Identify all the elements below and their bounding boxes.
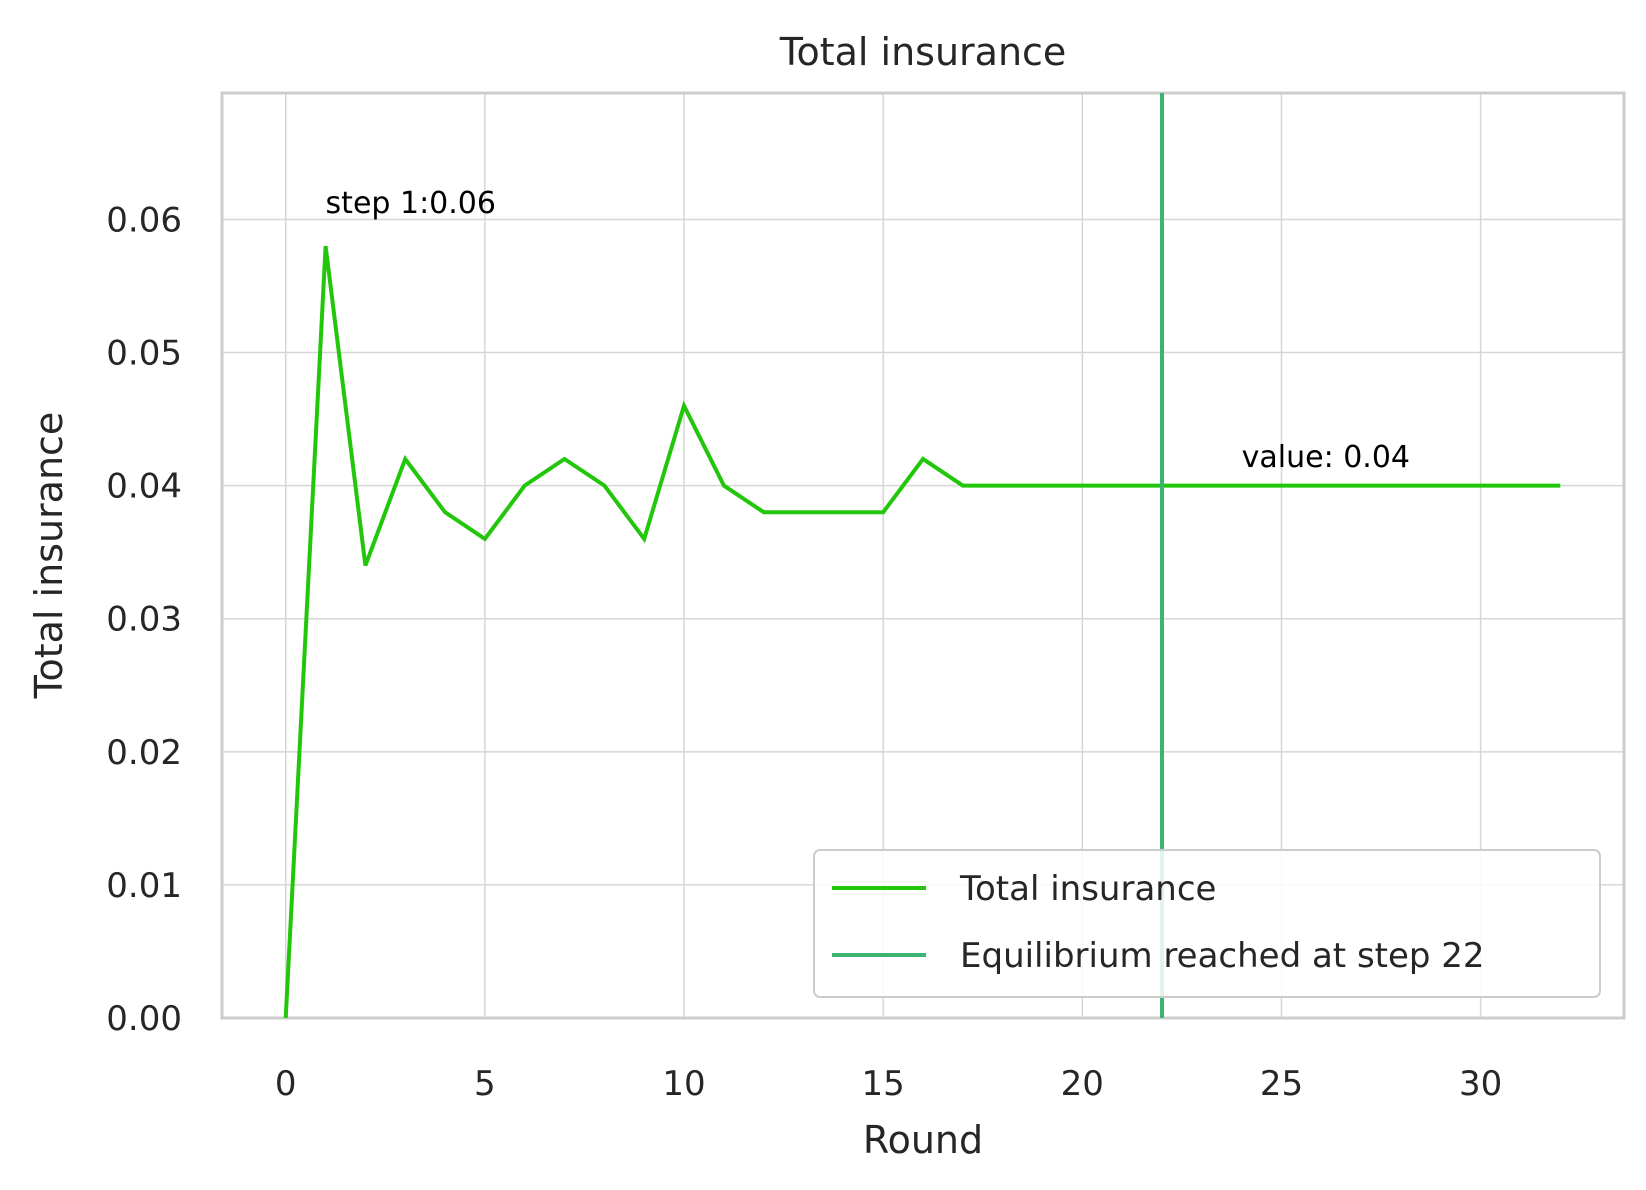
y-tick-labels: 0.00 0.01 0.02 0.03 0.04 0.05 0.06 [106,200,182,1039]
series-line-total-insurance [283,245,1561,1019]
annotation-label: step 1:0.06 [326,186,496,221]
y-tick-label: 0.00 [106,999,182,1039]
grid-lines [222,93,1624,1019]
x-axis-label: Round [863,1118,983,1162]
annotations: step 1:0.06 value: 0.04 [326,186,1410,475]
x-tick-label: 15 [862,1064,905,1104]
y-tick-label: 0.01 [106,866,182,906]
y-tick-label: 0.03 [106,600,182,640]
x-tick-label: 30 [1459,1064,1502,1104]
y-tick-label: 0.04 [106,467,182,507]
y-tick-label: 0.02 [106,733,182,773]
plot-frame [220,91,1626,1020]
x-tick-label: 5 [474,1064,496,1104]
y-tick-label: 0.06 [106,200,182,240]
x-tick-label: 25 [1260,1064,1303,1104]
x-tick-label: 20 [1061,1064,1104,1104]
x-tick-label: 0 [275,1064,297,1104]
y-axis-label: Total insurance [27,412,71,700]
legend-label-total-insurance: Total insurance [959,869,1216,909]
x-tick-label: 10 [662,1064,705,1104]
legend: Total insurance Equilibrium reached at s… [813,849,1601,998]
legend-box [813,849,1601,998]
x-tick-labels: 0 5 10 15 20 25 30 [275,1064,1502,1104]
y-tick-label: 0.05 [106,334,182,374]
chart-title: Total insurance [779,30,1067,74]
annotation-label: value: 0.04 [1242,440,1410,475]
legend-label-equilibrium: Equilibrium reached at step 22 [960,936,1485,976]
